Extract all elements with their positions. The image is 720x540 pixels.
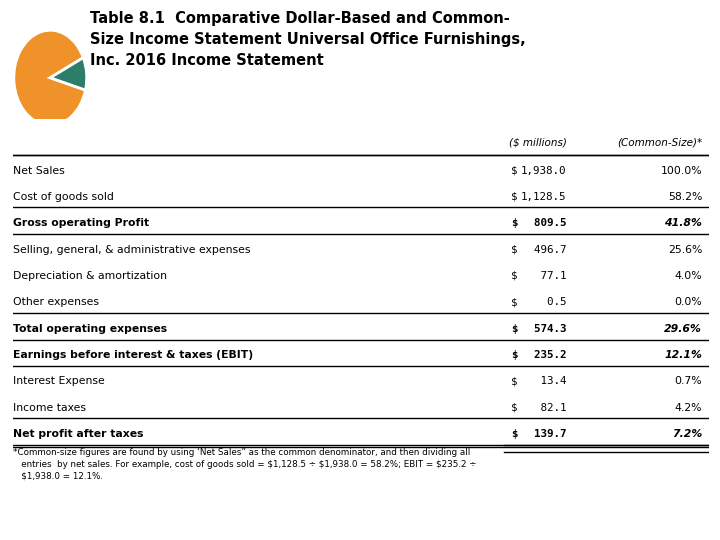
Text: Total operating expenses: Total operating expenses bbox=[13, 323, 167, 334]
Text: $: $ bbox=[510, 403, 517, 413]
Text: 12.1%: 12.1% bbox=[665, 350, 702, 360]
Text: 7.2%: 7.2% bbox=[672, 429, 702, 439]
Text: 0.5: 0.5 bbox=[521, 298, 567, 307]
Text: Earnings before interest & taxes (EBIT): Earnings before interest & taxes (EBIT) bbox=[13, 350, 253, 360]
Text: $: $ bbox=[510, 271, 517, 281]
Text: 0.7%: 0.7% bbox=[675, 376, 702, 386]
Text: $: $ bbox=[510, 218, 517, 228]
Text: 496.7: 496.7 bbox=[521, 245, 567, 254]
Text: 4.2%: 4.2% bbox=[675, 403, 702, 413]
Text: 58.2%: 58.2% bbox=[668, 192, 702, 202]
Text: Other expenses: Other expenses bbox=[13, 298, 99, 307]
Text: 1,128.5: 1,128.5 bbox=[521, 192, 567, 202]
Text: Selling, general, & administrative expenses: Selling, general, & administrative expen… bbox=[13, 245, 251, 254]
Text: Gross operating Profit: Gross operating Profit bbox=[13, 218, 149, 228]
Text: Income taxes: Income taxes bbox=[13, 403, 86, 413]
Text: 235.2: 235.2 bbox=[521, 350, 567, 360]
Text: *Common-size figures are found by using ‘Net Sales” as the common denominator, a: *Common-size figures are found by using … bbox=[13, 448, 477, 481]
Text: Net profit after taxes: Net profit after taxes bbox=[13, 429, 143, 439]
Text: Net Sales: Net Sales bbox=[13, 166, 65, 176]
Text: $: $ bbox=[510, 245, 517, 254]
Text: 82.1: 82.1 bbox=[521, 403, 567, 413]
Text: 41.8%: 41.8% bbox=[665, 218, 702, 228]
Text: $: $ bbox=[510, 376, 517, 386]
Text: ($ millions): ($ millions) bbox=[508, 138, 567, 148]
Text: 25.6%: 25.6% bbox=[668, 245, 702, 254]
Text: 100.0%: 100.0% bbox=[661, 166, 702, 176]
Text: $: $ bbox=[510, 429, 517, 439]
Text: 8-7: 8-7 bbox=[695, 515, 709, 524]
Text: $: $ bbox=[510, 166, 517, 176]
Text: 29.6%: 29.6% bbox=[665, 323, 702, 334]
Text: $: $ bbox=[510, 192, 517, 202]
Text: 139.7: 139.7 bbox=[521, 429, 567, 439]
Text: Cost of goods sold: Cost of goods sold bbox=[13, 192, 114, 202]
Text: $: $ bbox=[510, 323, 517, 334]
Text: Depreciation & amortization: Depreciation & amortization bbox=[13, 271, 167, 281]
Text: 4.0%: 4.0% bbox=[675, 271, 702, 281]
Wedge shape bbox=[50, 58, 86, 90]
Text: 77.1: 77.1 bbox=[521, 271, 567, 281]
Text: (Common-Size)*: (Common-Size)* bbox=[617, 138, 702, 148]
Text: 574.3: 574.3 bbox=[521, 323, 567, 334]
Text: Copyright ©2017 Pearson Education, Ltd. All rights reserved.: Copyright ©2017 Pearson Education, Ltd. … bbox=[11, 515, 288, 524]
Text: 0.0%: 0.0% bbox=[675, 298, 702, 307]
Text: Table 8.1  Comparative Dollar-Based and Common-
Size Income Statement Universal : Table 8.1 Comparative Dollar-Based and C… bbox=[90, 11, 526, 68]
Text: $: $ bbox=[510, 298, 517, 307]
Text: 809.5: 809.5 bbox=[521, 218, 567, 228]
Text: $: $ bbox=[510, 350, 517, 360]
Wedge shape bbox=[14, 30, 86, 125]
Text: 13.4: 13.4 bbox=[521, 376, 567, 386]
Text: Interest Expense: Interest Expense bbox=[13, 376, 104, 386]
Text: 1,938.0: 1,938.0 bbox=[521, 166, 567, 176]
